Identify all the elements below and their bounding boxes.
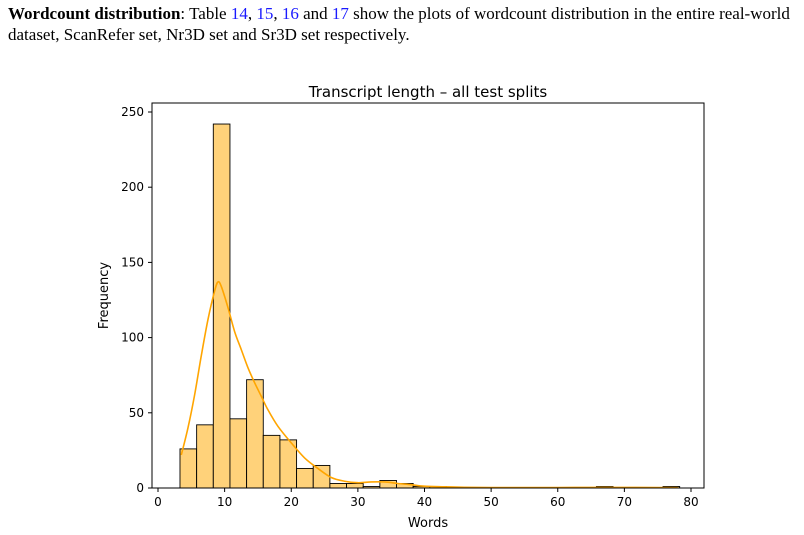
body-paragraph: Wordcount distribution: Table 14, 15, 16… (8, 3, 800, 45)
plot-frame (151, 102, 705, 489)
paragraph-text: : Table (180, 4, 231, 23)
x-tick-label: 30 (350, 495, 365, 509)
paragraph-text: , (247, 4, 257, 23)
y-axis-ticks: 0 50 100 150 200 250 (121, 105, 152, 495)
histogram-bar (312, 464, 331, 489)
table-ref-link[interactable]: 17 (331, 4, 349, 23)
histogram-bar (296, 467, 314, 489)
histogram-bar (329, 483, 347, 489)
x-tick-label: 10 (217, 495, 232, 509)
histogram-bar (262, 434, 281, 489)
x-tick-label: 80 (683, 495, 698, 509)
table-ref-link[interactable]: 15 (256, 4, 274, 23)
x-axis-label: Words (408, 516, 448, 531)
histogram-bar (179, 448, 198, 489)
table-ref-link[interactable]: 16 (281, 4, 299, 23)
histogram-bars (179, 123, 681, 489)
x-tick-label: 60 (550, 495, 565, 509)
y-tick-label: 200 (121, 180, 144, 194)
x-tick-label: 40 (417, 495, 432, 509)
x-tick-label: 0 (154, 495, 162, 509)
y-axis-label: Frequency (97, 262, 112, 329)
histogram-bar (229, 418, 248, 489)
paragraph-text: , (273, 4, 282, 23)
x-tick-label: 20 (284, 495, 299, 509)
paragraph-text: and (298, 4, 332, 23)
x-axis-ticks: 0 10 20 30 40 50 60 70 80 (154, 488, 699, 509)
table-ref-link[interactable]: 14 (230, 4, 248, 23)
x-tick-label: 50 (483, 495, 498, 509)
histogram-bar (346, 483, 364, 489)
histogram-bar (196, 424, 214, 489)
chart-title: Transcript length – all test splits (308, 83, 548, 101)
y-tick-label: 100 (121, 331, 144, 345)
paragraph-text: show the plots of wordcount distribution… (8, 4, 790, 44)
y-tick-label: 0 (136, 481, 144, 495)
y-tick-label: 150 (121, 255, 144, 269)
y-tick-label: 50 (129, 406, 144, 420)
y-tick-label: 250 (121, 105, 144, 119)
x-tick-label: 70 (617, 495, 632, 509)
paragraph-lead: Wordcount distribution (8, 4, 181, 23)
